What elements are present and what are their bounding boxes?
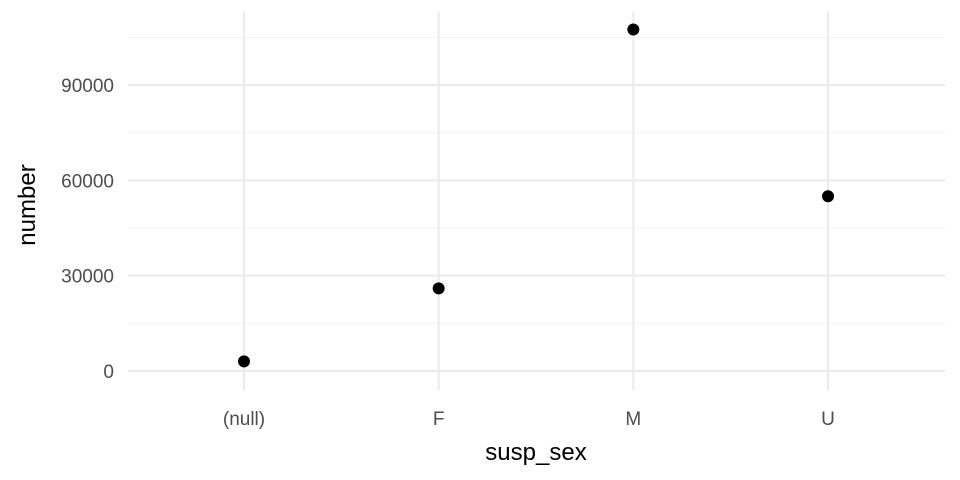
- major-gridlines: [128, 12, 945, 390]
- data-points: [238, 23, 835, 368]
- y-tick-label-1: 30000: [61, 267, 114, 288]
- x-axis-title: susp_sex: [485, 439, 586, 466]
- x-tick-label-0: (null): [223, 409, 265, 430]
- x-axis-tick-labels: (null) F M U: [223, 409, 835, 430]
- x-tick-label-3: U: [821, 409, 835, 430]
- y-axis-tick-labels: 0 30000 60000 90000: [61, 76, 114, 383]
- x-tick-label-2: M: [625, 409, 641, 430]
- data-point-U: [822, 190, 835, 203]
- data-point-M: [627, 23, 640, 36]
- y-tick-label-0: 0: [103, 362, 114, 383]
- data-point-F: [432, 282, 445, 295]
- y-axis-title: number: [14, 164, 41, 245]
- data-point-null: [238, 355, 250, 368]
- y-tick-label-2: 60000: [61, 171, 114, 192]
- y-tick-label-3: 90000: [61, 76, 114, 97]
- minor-gridlines: [128, 36, 945, 324]
- x-tick-label-1: F: [433, 409, 445, 430]
